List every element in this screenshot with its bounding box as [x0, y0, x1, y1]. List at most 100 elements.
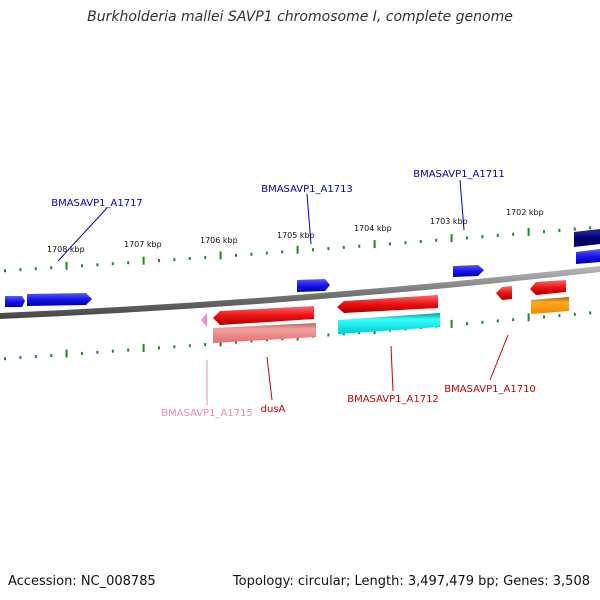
ruler-minor-tick [312, 248, 314, 252]
ruler-minor-tick [188, 344, 191, 348]
ruler-major-tick [142, 256, 145, 265]
forward-gene-bmasavp1-a1711[interactable] [453, 265, 484, 277]
ruler-minor-tick [250, 252, 253, 256]
ruler-major-tick [450, 234, 453, 243]
gene-label-bmasavp1-a1710[interactable]: BMASAVP1_A1710 [444, 384, 536, 395]
tick-label-1707: 1707 kbp [124, 240, 162, 249]
ruler-minor-tick [327, 247, 330, 251]
upper-ruler [4, 226, 592, 273]
gene-label-bmasavp1-a1715[interactable]: BMASAVP1_A1715 [161, 408, 253, 419]
gene-label-bmasavp1-a1717[interactable]: BMASAVP1_A1717 [51, 198, 143, 209]
ruler-major-tick [142, 344, 145, 352]
label-leaders [57, 179, 509, 405]
reverse-gene-bmasavp1-a1712[interactable] [337, 295, 438, 313]
ruler-minor-tick [543, 230, 545, 234]
ruler-minor-tick [358, 244, 361, 248]
gene-label-bmasavp1-a1711[interactable]: BMASAVP1_A1711 [413, 169, 505, 180]
ruler-minor-tick [19, 268, 22, 272]
ruler-minor-tick [127, 261, 130, 265]
ruler-minor-tick [4, 269, 6, 273]
ruler-minor-tick [481, 235, 484, 239]
forward-gene-left-edge[interactable] [5, 296, 25, 307]
ruler-minor-tick [127, 348, 130, 352]
ruler-minor-tick [573, 227, 576, 231]
ruler-minor-tick [342, 245, 345, 249]
ruler-minor-tick [265, 251, 268, 255]
ruler-minor-tick [19, 356, 22, 360]
tick-label-1706: 1706 kbp [200, 236, 238, 245]
ruler-major-tick [296, 245, 299, 254]
ruler-minor-tick [589, 311, 592, 315]
ruler-minor-tick [204, 343, 207, 346]
gene-label-dusa[interactable]: dusA [261, 404, 286, 415]
tick-label-1708: 1708 kbp [47, 245, 85, 254]
ruler-minor-tick [204, 255, 207, 259]
cyan-feature[interactable] [338, 313, 440, 334]
ruler-minor-tick [589, 226, 592, 230]
map-title: Burkholderia mallei SAVP1 chromosome I, … [87, 9, 513, 25]
forward-gene-bmasavp1-a1713[interactable] [297, 279, 330, 292]
chromosome-backbone [0, 266, 600, 319]
tick-label-1705: 1705 kbp [277, 231, 315, 240]
ruler-minor-tick [50, 354, 53, 357]
ruler-minor-tick [235, 340, 237, 344]
ruler-minor-tick [235, 253, 237, 257]
ruler-major-tick [65, 261, 68, 270]
reverse-gene-small-red[interactable] [496, 286, 512, 300]
ruler-minor-tick [543, 315, 545, 319]
tick-label-1703: 1703 kbp [430, 217, 468, 226]
ruler-major-tick [373, 240, 376, 249]
ruler-minor-tick [496, 319, 499, 323]
ruler-minor-tick [419, 240, 422, 243]
ruler-minor-tick [34, 355, 37, 359]
ruler-minor-tick [111, 262, 114, 266]
ruler-minor-tick [96, 350, 99, 354]
ruler-major-tick [450, 319, 453, 328]
tick-label-1702: 1702 kbp [506, 208, 544, 217]
ruler-minor-tick [466, 236, 468, 240]
gene-label-bmasavp1-a1712[interactable]: BMASAVP1_A1712 [347, 394, 439, 405]
forward-gene-bmasavp1-a1717[interactable] [27, 293, 92, 306]
ruler-minor-tick [342, 332, 345, 336]
ruler-minor-tick [496, 233, 499, 237]
ruler-minor-tick [389, 242, 391, 246]
reverse-gene-bmasavp1-a1715[interactable] [201, 313, 207, 327]
ruler-minor-tick [188, 257, 191, 260]
ruler-minor-tick [250, 339, 253, 343]
gene-label-bmasavp1-a1713[interactable]: BMASAVP1_A1713 [261, 184, 353, 195]
ruler-minor-tick [327, 333, 330, 337]
ruler-minor-tick [81, 351, 83, 355]
ruler-minor-tick [512, 318, 515, 322]
ruler-minor-tick [50, 266, 53, 270]
ruler-minor-tick [34, 267, 37, 271]
accession-text: Accession: NC_008785 [8, 574, 156, 589]
ruler-minor-tick [466, 322, 468, 326]
reverse-gene-bmasavp1-a1710[interactable] [530, 280, 566, 295]
ruler-minor-tick [573, 312, 576, 316]
ruler-major-tick [65, 349, 68, 358]
ruler-minor-tick [158, 346, 160, 350]
navy-feature[interactable] [574, 229, 600, 247]
ruler-minor-tick [512, 232, 515, 236]
ruler-major-tick [527, 227, 530, 236]
ruler-major-tick [527, 313, 530, 322]
ruler-minor-tick [435, 238, 438, 242]
ruler-minor-tick [404, 241, 407, 245]
ruler-minor-tick [281, 250, 284, 254]
salmon-feature[interactable] [213, 323, 316, 343]
ruler-minor-tick [4, 357, 6, 361]
ruler-minor-tick [173, 258, 176, 262]
ruler-minor-tick [558, 314, 561, 318]
forward-gene-right-edge[interactable] [576, 249, 600, 264]
ruler-minor-tick [111, 349, 114, 353]
tick-label-1704: 1704 kbp [354, 224, 392, 233]
orange-feature[interactable] [531, 297, 569, 314]
ruler-minor-tick [481, 320, 484, 324]
reverse-gene-dusa[interactable] [213, 306, 314, 325]
ruler-minor-tick [358, 331, 361, 335]
ruler-minor-tick [158, 259, 160, 263]
ruler-major-tick [219, 251, 222, 260]
ruler-minor-tick [173, 345, 176, 349]
